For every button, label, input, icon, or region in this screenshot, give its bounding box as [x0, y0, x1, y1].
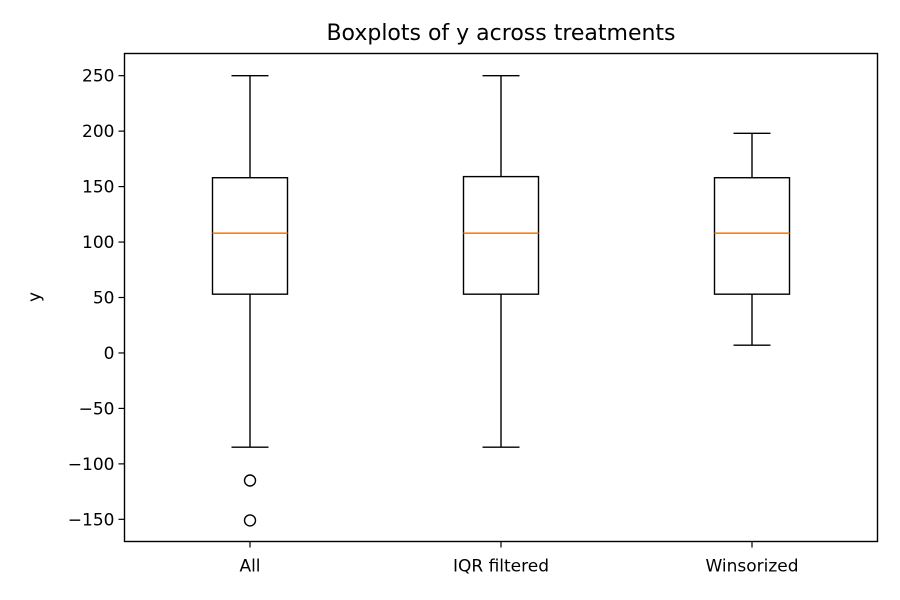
y-tick-label: 200	[82, 122, 114, 142]
box-iqr	[211, 177, 289, 295]
box-iqr	[713, 177, 791, 295]
plot-frame	[123, 52, 879, 543]
y-axis-label: y	[25, 292, 45, 302]
y-tick-label: −100	[68, 455, 115, 475]
y-tick-label: 250	[82, 67, 114, 87]
x-tick-label: Winsorized	[705, 557, 798, 577]
plot-area: 250 200 150 100 50 0 −50 −100 −150 All IQR filtere…	[68, 67, 799, 577]
y-tick-label: −150	[68, 510, 115, 530]
box-iqr	[462, 175, 540, 295]
x-tick-label: All	[239, 557, 260, 577]
y-tick-label: −50	[79, 399, 115, 419]
x-tick-label: IQR filtered	[453, 557, 549, 577]
y-tick-label: 150	[82, 178, 114, 198]
y-tick-label: 50	[93, 289, 115, 309]
outlier-point	[243, 514, 257, 527]
outlier-point	[243, 474, 257, 487]
y-tick-label: 100	[82, 233, 114, 253]
chart-title: Boxplots of y across treatments	[326, 21, 675, 46]
y-tick-label: 0	[104, 344, 115, 364]
